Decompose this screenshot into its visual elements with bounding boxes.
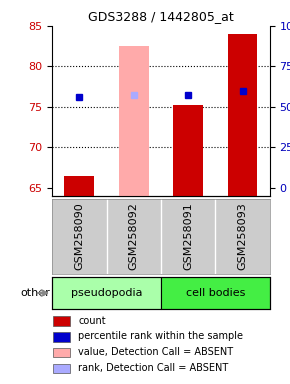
Text: pseudopodia: pseudopodia bbox=[71, 288, 142, 298]
Bar bbox=[228, 34, 258, 196]
Bar bbox=[119, 46, 149, 196]
Bar bbox=[64, 176, 94, 196]
Bar bbox=[53, 316, 70, 326]
Text: cell bodies: cell bodies bbox=[186, 288, 245, 298]
Bar bbox=[52, 277, 161, 309]
Bar bbox=[53, 364, 70, 373]
Text: rank, Detection Call = ABSENT: rank, Detection Call = ABSENT bbox=[78, 363, 228, 373]
Text: GSM258090: GSM258090 bbox=[75, 203, 84, 270]
Bar bbox=[53, 348, 70, 358]
Bar bbox=[161, 277, 270, 309]
Title: GDS3288 / 1442805_at: GDS3288 / 1442805_at bbox=[88, 10, 234, 23]
Text: GSM258091: GSM258091 bbox=[183, 203, 193, 270]
Text: GSM258093: GSM258093 bbox=[238, 203, 247, 270]
Text: count: count bbox=[78, 316, 106, 326]
Text: value, Detection Call = ABSENT: value, Detection Call = ABSENT bbox=[78, 347, 233, 358]
Bar bbox=[53, 332, 70, 341]
Text: GSM258092: GSM258092 bbox=[129, 203, 139, 270]
Bar bbox=[173, 105, 203, 196]
Text: other: other bbox=[20, 288, 50, 298]
Text: percentile rank within the sample: percentile rank within the sample bbox=[78, 331, 243, 341]
